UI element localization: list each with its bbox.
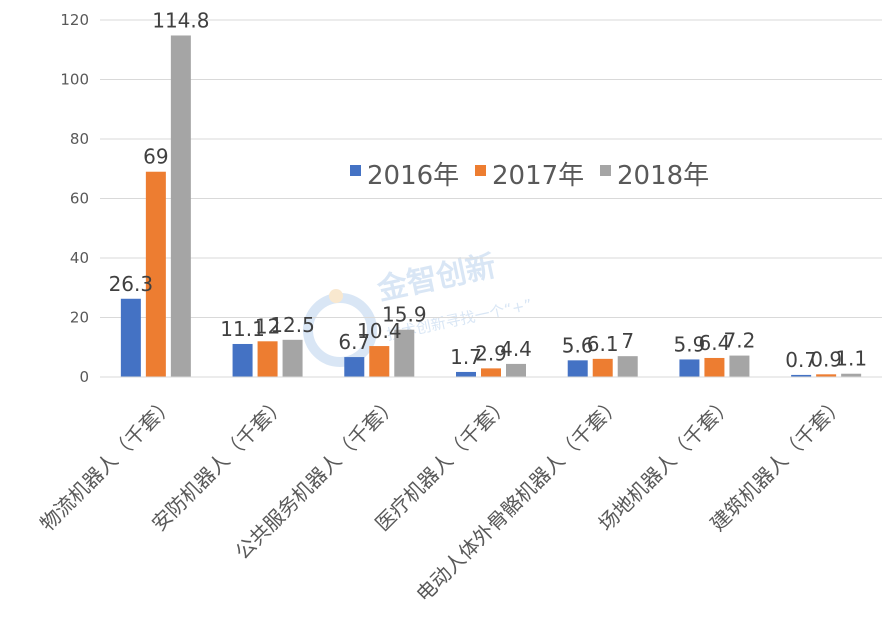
bar [729,355,750,377]
watermark-logo-circle-icon [303,293,377,367]
y-tick-label: 60 [70,190,89,208]
data-label: 26.3 [109,272,154,296]
data-label: 2.9 [475,341,507,365]
data-label: 1.1 [835,347,867,371]
bar [841,373,862,377]
data-label: 1.7 [450,345,482,369]
y-tick-label: 0 [79,368,89,386]
y-tick-label: 20 [70,309,89,327]
data-label: 12 [255,314,280,338]
legend-swatch [475,165,486,176]
bars [120,35,862,377]
bar [394,329,415,377]
data-label: 0.7 [785,348,817,372]
gridlines [100,19,882,378]
bar [282,339,303,377]
y-axis: 0 20 40 60 80 100 120 [60,11,89,386]
bar [567,360,588,377]
data-label: 0.9 [810,347,842,371]
legend: 2016年 2017年 2018年 [350,161,709,191]
bar [617,356,638,377]
data-label: 10.4 [357,319,402,343]
bar [816,374,837,377]
data-label: 6.1 [587,332,619,356]
data-label: 6.4 [699,331,731,355]
bar [344,357,365,377]
bar [145,171,166,377]
bar [679,359,700,377]
data-label: 6.7 [338,330,370,354]
bar [506,363,526,377]
data-label: 7.2 [724,329,756,353]
y-tick-label: 80 [70,130,89,148]
bar [704,357,725,377]
bar [257,341,278,377]
legend-label: 2017年 [492,161,584,191]
legend-swatch [600,165,611,176]
legend-label: 2018年 [617,161,709,191]
data-label: 15.9 [382,303,427,327]
watermark-logo-ball-icon [329,289,343,303]
legend-label: 2016年 [367,161,459,191]
bar [592,358,613,377]
y-tick-label: 100 [60,71,89,89]
data-label: 11.1 [220,317,265,341]
bar [456,371,476,377]
data-label: 7 [621,329,634,353]
bar [481,368,501,377]
x-axis: 物流机器人（千套）安防机器人（千套）公共服务机器人（千套）医疗机器人（千套）电动… [35,376,882,607]
bar [232,343,253,377]
bar [170,35,191,377]
data-label: 69 [143,145,168,169]
y-tick-label: 40 [70,249,89,267]
legend-swatch [350,165,361,176]
bar [791,374,812,377]
data-label: 12.5 [270,313,315,337]
y-tick-label: 120 [60,11,89,29]
bar [120,298,141,377]
x-category-label: 电动人体外骨骼机器人（千套） [411,392,626,607]
data-label: 114.8 [152,8,209,32]
bar [369,346,390,377]
data-label: 4.4 [500,337,532,361]
data-label: 5.6 [562,333,594,357]
data-label: 5.9 [674,332,706,356]
